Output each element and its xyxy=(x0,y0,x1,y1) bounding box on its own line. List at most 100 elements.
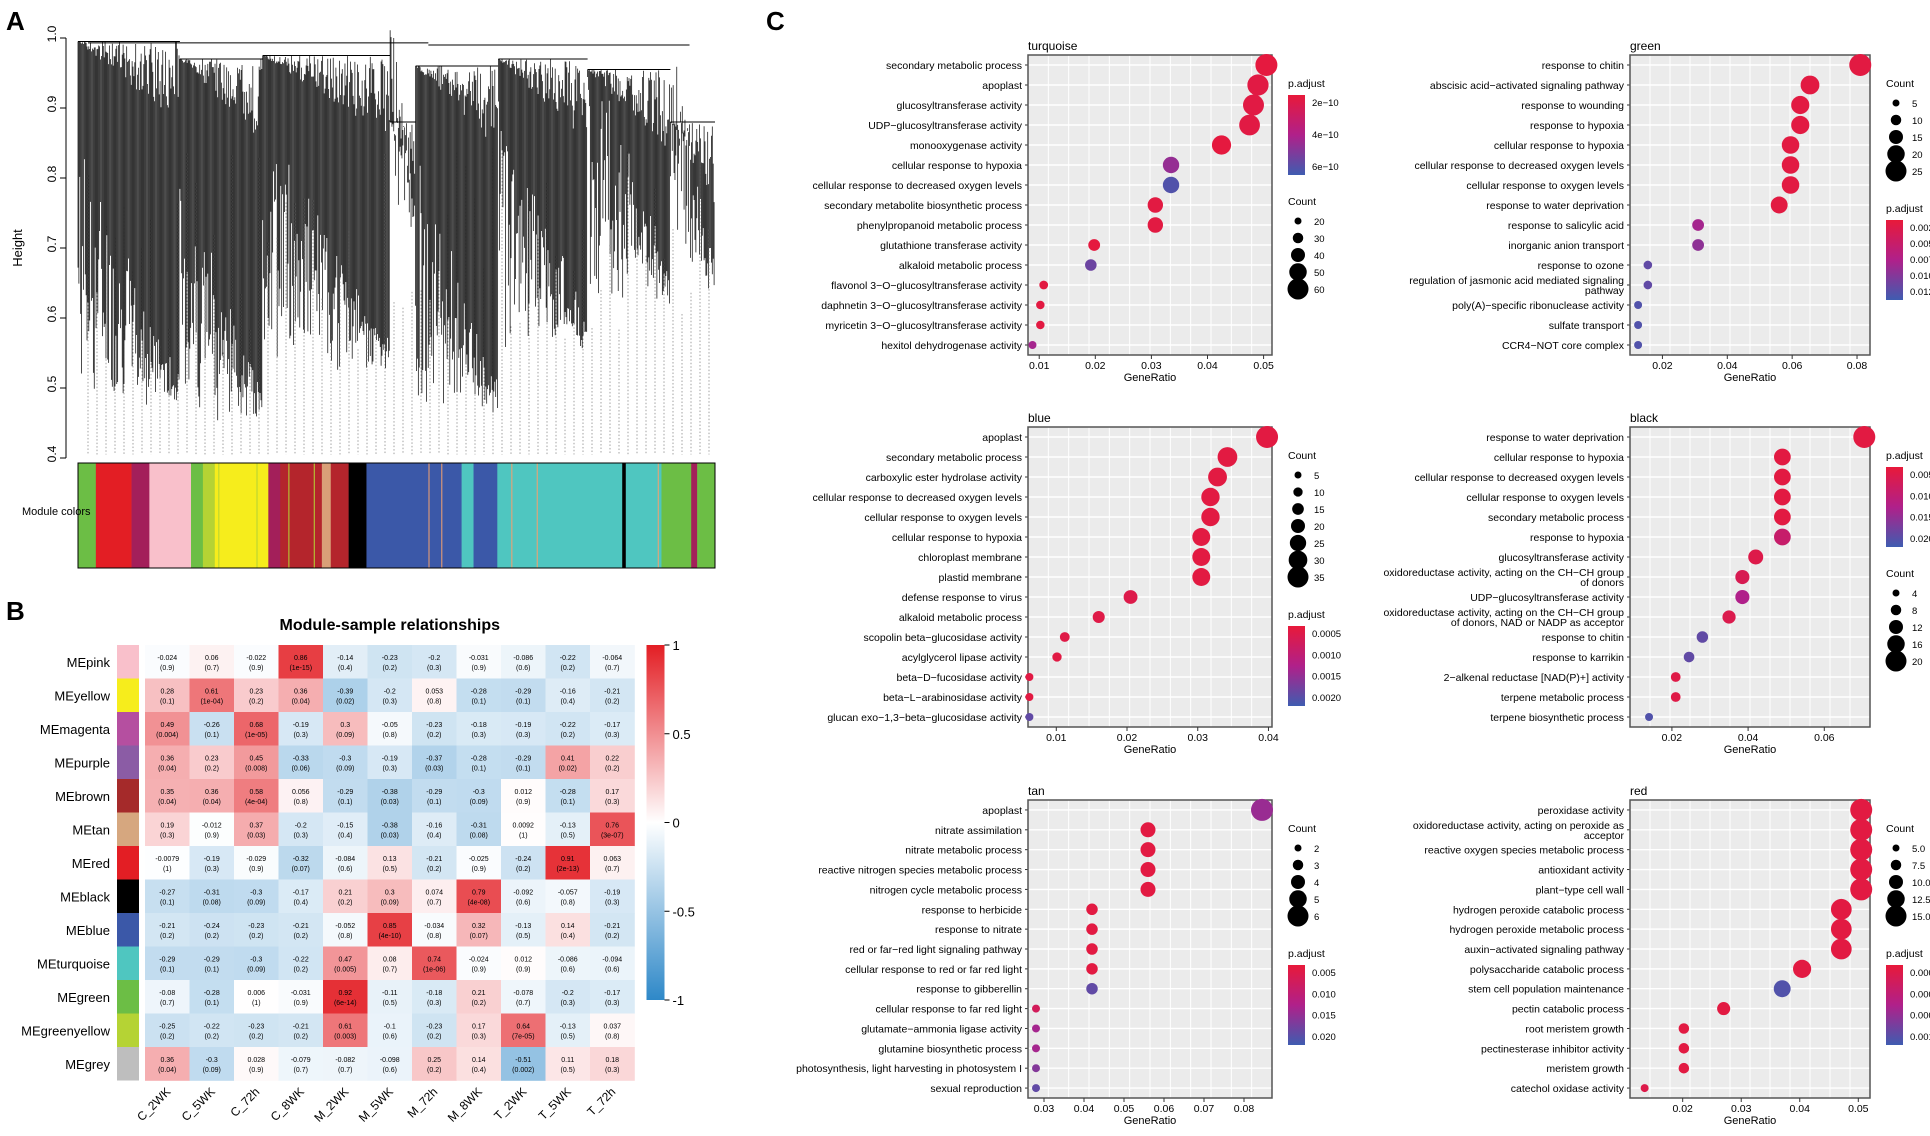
term-label: plastid membrane xyxy=(939,572,1023,584)
cell-pvalue: (0.03) xyxy=(381,799,399,806)
dot xyxy=(1735,569,1750,585)
cell-pvalue: (0.2) xyxy=(383,665,397,672)
legend-p-title: p.adjust xyxy=(1886,948,1923,960)
cell-correlation: 0.32 xyxy=(472,923,486,930)
term-label: glucosyltransferase activity xyxy=(1499,552,1625,564)
x-axis-label: GeneRatio xyxy=(1124,372,1177,384)
legend-count-label: 30 xyxy=(1314,556,1325,567)
heatmap-cell xyxy=(323,645,368,679)
plot-title: turquoise xyxy=(1028,39,1078,53)
heatmap-cell xyxy=(456,779,502,813)
heatmap-cell xyxy=(145,645,190,679)
term-label: antioxidant activity xyxy=(1538,865,1625,877)
row-label: MEmagenta xyxy=(40,722,111,737)
dot xyxy=(1255,54,1278,76)
x-tick-label: 0.01 xyxy=(1046,732,1067,744)
cell-correlation: -0.19 xyxy=(604,889,620,896)
dot xyxy=(1773,980,1791,998)
legend-p-label: 0.010 xyxy=(1312,989,1336,1000)
cell-pvalue: (0.1) xyxy=(160,698,174,705)
plot-frame xyxy=(1629,799,1871,1099)
heatmap-cell xyxy=(234,779,279,813)
legend-count-dot xyxy=(1890,604,1902,616)
module-color-band xyxy=(691,463,698,568)
cell-correlation: -0.3 xyxy=(473,789,485,796)
term-label: glucan exo−1,3−beta−glucosidase activity xyxy=(827,712,1022,724)
cell-pvalue: (0.7) xyxy=(338,1067,352,1074)
legend-count-label: 25 xyxy=(1912,167,1923,178)
legend-count-dot xyxy=(1291,519,1305,533)
cell-pvalue: (0.003) xyxy=(334,1033,356,1040)
cell-pvalue: (0.04) xyxy=(158,799,176,806)
legend-count-label: 20 xyxy=(1314,217,1325,228)
cell-correlation: 0.36 xyxy=(294,688,308,695)
heatmap-cell xyxy=(501,645,546,679)
heatmap-cell xyxy=(189,1047,235,1081)
dot xyxy=(1683,651,1695,663)
dot xyxy=(1774,448,1791,466)
legend-p-label: 0.005 xyxy=(1910,470,1930,481)
term-label: nitrate assimilation xyxy=(935,825,1022,837)
dendrogram-panel: 0.4 0.5 0.6 0.7 0.8 0.9 1.0 Height Module colors xyxy=(10,25,716,569)
cell-pvalue: (0.8) xyxy=(605,1033,619,1040)
legend-count-label: 10 xyxy=(1912,116,1923,127)
heatmap-cell xyxy=(545,913,591,947)
cell-pvalue: (0.3) xyxy=(160,832,174,839)
cell-correlation: -0.23 xyxy=(426,1023,442,1030)
dot xyxy=(1774,528,1791,546)
cell-pvalue: (0.3) xyxy=(472,732,486,739)
legend-p-title: p.adjust xyxy=(1288,78,1325,90)
legend-p-label: 6e−10 xyxy=(1312,162,1339,173)
cell-correlation: 0.17 xyxy=(472,1023,486,1030)
heatmap-cell xyxy=(234,879,279,914)
dot xyxy=(1036,320,1045,330)
heatmap-cell xyxy=(412,980,457,1014)
heatmap-cell xyxy=(323,913,368,947)
heatmap-cell xyxy=(367,678,413,713)
heatmap-cell xyxy=(367,645,413,679)
cell-pvalue: (0.07) xyxy=(292,866,310,873)
dot xyxy=(1670,692,1681,702)
cell-correlation: 0.13 xyxy=(383,856,397,863)
cell-pvalue: (1) xyxy=(163,866,172,873)
cell-correlation: 0.11 xyxy=(561,1057,574,1064)
cell-pvalue: (0.005) xyxy=(334,966,356,973)
term-label: glutathione transferase activity xyxy=(880,240,1023,252)
heatmap-cell xyxy=(412,678,457,713)
module-color-band xyxy=(95,463,132,568)
term-label: alkaloid metabolic process xyxy=(899,260,1022,272)
heatmap-cell xyxy=(367,946,413,981)
module-color-band xyxy=(625,463,662,568)
cell-correlation: 0.3 xyxy=(340,722,350,729)
legend-count-title: Count xyxy=(1288,450,1316,462)
heatmap-cell xyxy=(367,779,413,813)
cell-pvalue: (0.6) xyxy=(383,1067,397,1074)
legend-p-label: 0.015 xyxy=(1312,1011,1336,1022)
legend-count-label: 4 xyxy=(1314,878,1319,889)
cell-correlation: 0.36 xyxy=(160,755,174,762)
legend-count-dot xyxy=(1291,248,1305,262)
term-label: oxidoreductase activity, acting on the C… xyxy=(1383,607,1624,619)
module-color-band xyxy=(268,463,281,568)
term-label: response to salicylic acid xyxy=(1508,220,1624,232)
term-label: response to gibberellin xyxy=(916,984,1022,996)
cell-pvalue: (0.04) xyxy=(158,765,176,772)
cell-correlation: -0.024 xyxy=(469,956,489,963)
row-label: MEbrown xyxy=(55,789,110,804)
dot xyxy=(1052,652,1062,662)
cell-pvalue: (0.2) xyxy=(294,933,308,940)
cell-correlation: 0.21 xyxy=(472,990,486,997)
cell-pvalue: (7e-05) xyxy=(512,1033,535,1040)
cell-correlation: -0.29 xyxy=(515,755,531,762)
cell-pvalue: (0.5) xyxy=(561,1067,575,1074)
cell-correlation: 0.14 xyxy=(561,923,575,930)
dot xyxy=(1032,1004,1040,1013)
plot-frame xyxy=(1027,799,1273,1099)
term-label: reactive oxygen species metabolic proces… xyxy=(1424,845,1624,857)
dot xyxy=(1059,632,1070,642)
cell-pvalue: (0.09) xyxy=(203,1067,221,1074)
cell-pvalue: (0.06) xyxy=(292,765,310,772)
cell-pvalue: (0.1) xyxy=(205,966,219,973)
cell-correlation: 0.25 xyxy=(427,1057,441,1064)
